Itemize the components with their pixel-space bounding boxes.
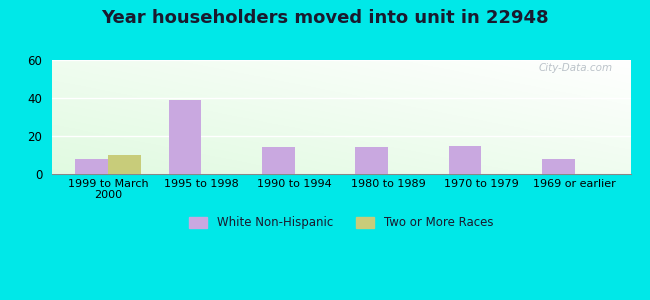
Bar	[356, 147, 388, 174]
Bar	[448, 146, 481, 174]
Legend: White Non-Hispanic, Two or More Races: White Non-Hispanic, Two or More Races	[185, 212, 498, 234]
Bar	[168, 100, 202, 174]
Bar	[262, 147, 294, 174]
Text: City-Data.com: City-Data.com	[539, 63, 613, 74]
Bar	[542, 159, 575, 174]
Bar	[108, 155, 140, 174]
Bar	[75, 159, 108, 174]
Text: Year householders moved into unit in 22948: Year householders moved into unit in 229…	[101, 9, 549, 27]
